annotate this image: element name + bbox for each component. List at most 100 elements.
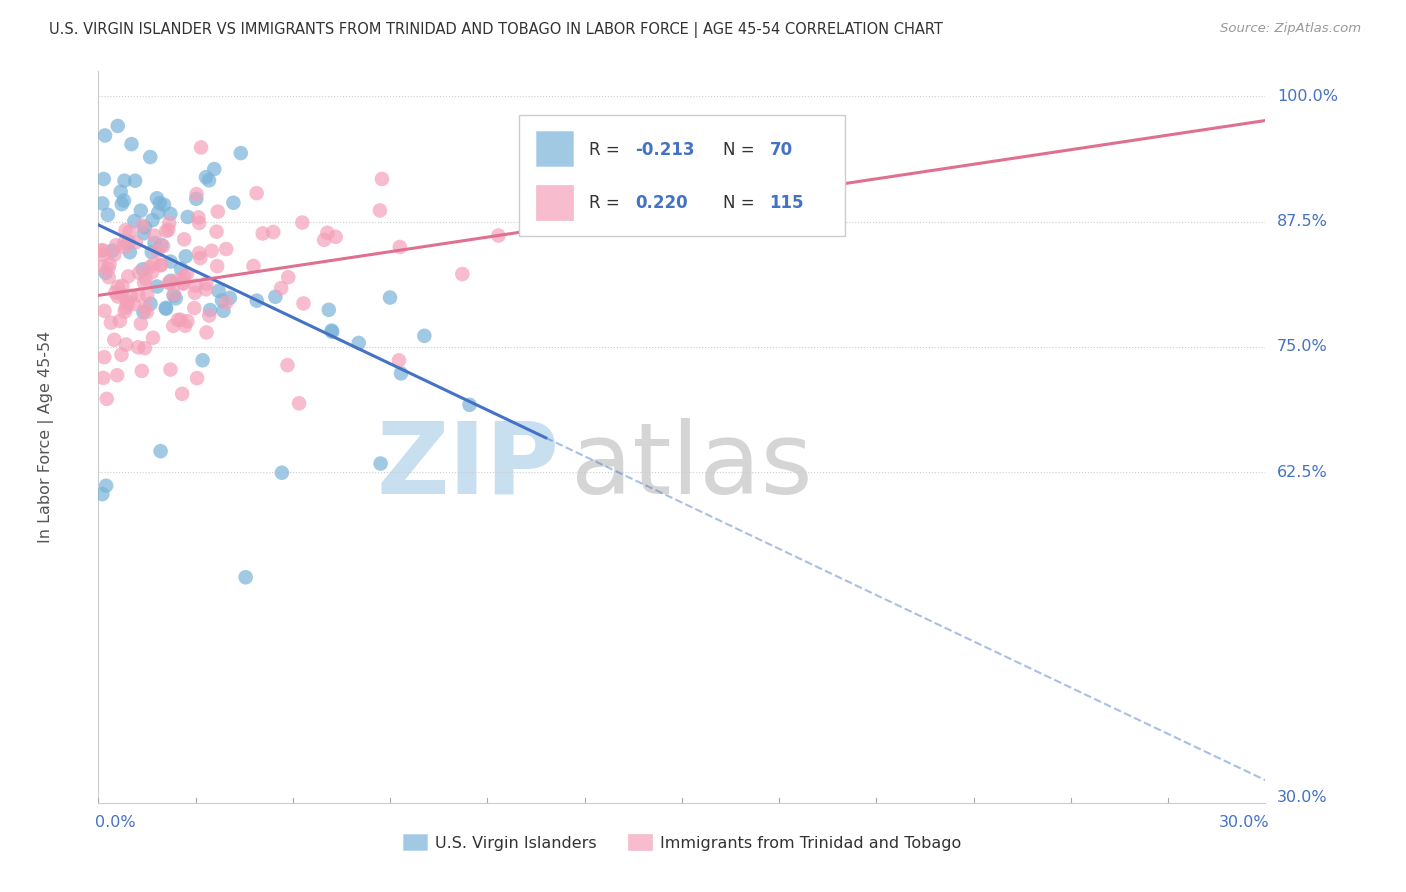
Text: 100.0%: 100.0% [1277,89,1339,103]
Point [162,318,184,333]
Point [142,331,165,345]
Point [129,317,152,331]
Point [371,172,394,186]
Point [100,316,122,330]
Point [157,276,180,290]
Point [270,466,292,480]
Point [184,285,207,300]
Point [162,288,184,302]
Point [264,290,287,304]
Point [198,309,221,323]
Point [318,302,340,317]
Point [149,196,172,211]
Point [149,258,172,272]
Text: 62.5%: 62.5% [1277,465,1327,480]
Point [105,238,128,252]
Point [132,262,155,277]
Point [91,371,114,385]
Point [270,281,292,295]
Point [93,350,115,364]
Point [211,293,233,308]
Point [292,296,315,310]
Point [288,396,311,410]
Point [187,211,209,225]
Point [149,258,172,272]
Text: 87.5%: 87.5% [1277,214,1327,229]
Point [229,146,252,161]
Point [212,303,235,318]
Text: 0.0%: 0.0% [94,814,135,830]
Point [97,270,120,285]
Point [143,236,166,251]
Point [218,291,240,305]
Point [207,204,229,219]
Text: Source: ZipAtlas.com: Source: ZipAtlas.com [1220,22,1361,36]
Text: 115: 115 [769,194,804,212]
Point [110,185,132,199]
Point [188,246,211,260]
Point [388,353,411,368]
FancyBboxPatch shape [536,185,574,219]
Point [148,205,170,219]
Point [262,225,284,239]
Point [128,266,150,280]
Point [91,244,114,258]
Point [174,249,197,263]
Point [207,284,229,298]
Point [173,269,195,284]
Point [167,313,190,327]
Point [141,213,163,227]
Point [110,348,132,362]
Point [486,228,509,243]
Point [118,235,141,250]
Text: 70: 70 [769,141,793,159]
Text: U.S. VIRGIN ISLANDER VS IMMIGRANTS FROM TRINIDAD AND TOBAGO IN LABOR FORCE | AGE: U.S. VIRGIN ISLANDER VS IMMIGRANTS FROM … [49,22,943,38]
Point [114,301,136,315]
Point [215,295,238,310]
Point [163,287,186,301]
Point [146,279,169,293]
Point [141,245,163,260]
Point [242,259,264,273]
Text: R =: R = [589,194,619,212]
Point [155,301,177,316]
Point [138,260,160,275]
Point [166,273,188,287]
Point [186,187,208,202]
Point [201,244,224,258]
Point [152,239,174,253]
Point [103,333,125,347]
Point [190,140,212,154]
Point [121,137,143,152]
Point [378,291,401,305]
Point [124,214,146,228]
Point [91,487,114,501]
Point [458,398,481,412]
Point [184,278,207,293]
Point [122,297,145,311]
Point [129,203,152,218]
Point [191,353,214,368]
Point [347,335,370,350]
Point [112,235,135,250]
Text: N =: N = [723,141,755,159]
Point [91,260,114,274]
Point [325,230,347,244]
FancyBboxPatch shape [536,131,574,167]
Point [176,314,198,328]
Point [159,207,181,221]
Point [105,368,128,383]
Point [159,276,181,290]
Point [321,325,343,339]
Point [370,457,392,471]
Point [198,303,221,318]
Point [91,196,114,211]
Point [246,186,269,201]
Point [176,267,198,281]
Point [136,288,159,302]
Point [93,172,115,186]
Point [186,192,208,206]
Point [134,301,156,315]
Point [155,301,177,315]
Point [93,303,115,318]
